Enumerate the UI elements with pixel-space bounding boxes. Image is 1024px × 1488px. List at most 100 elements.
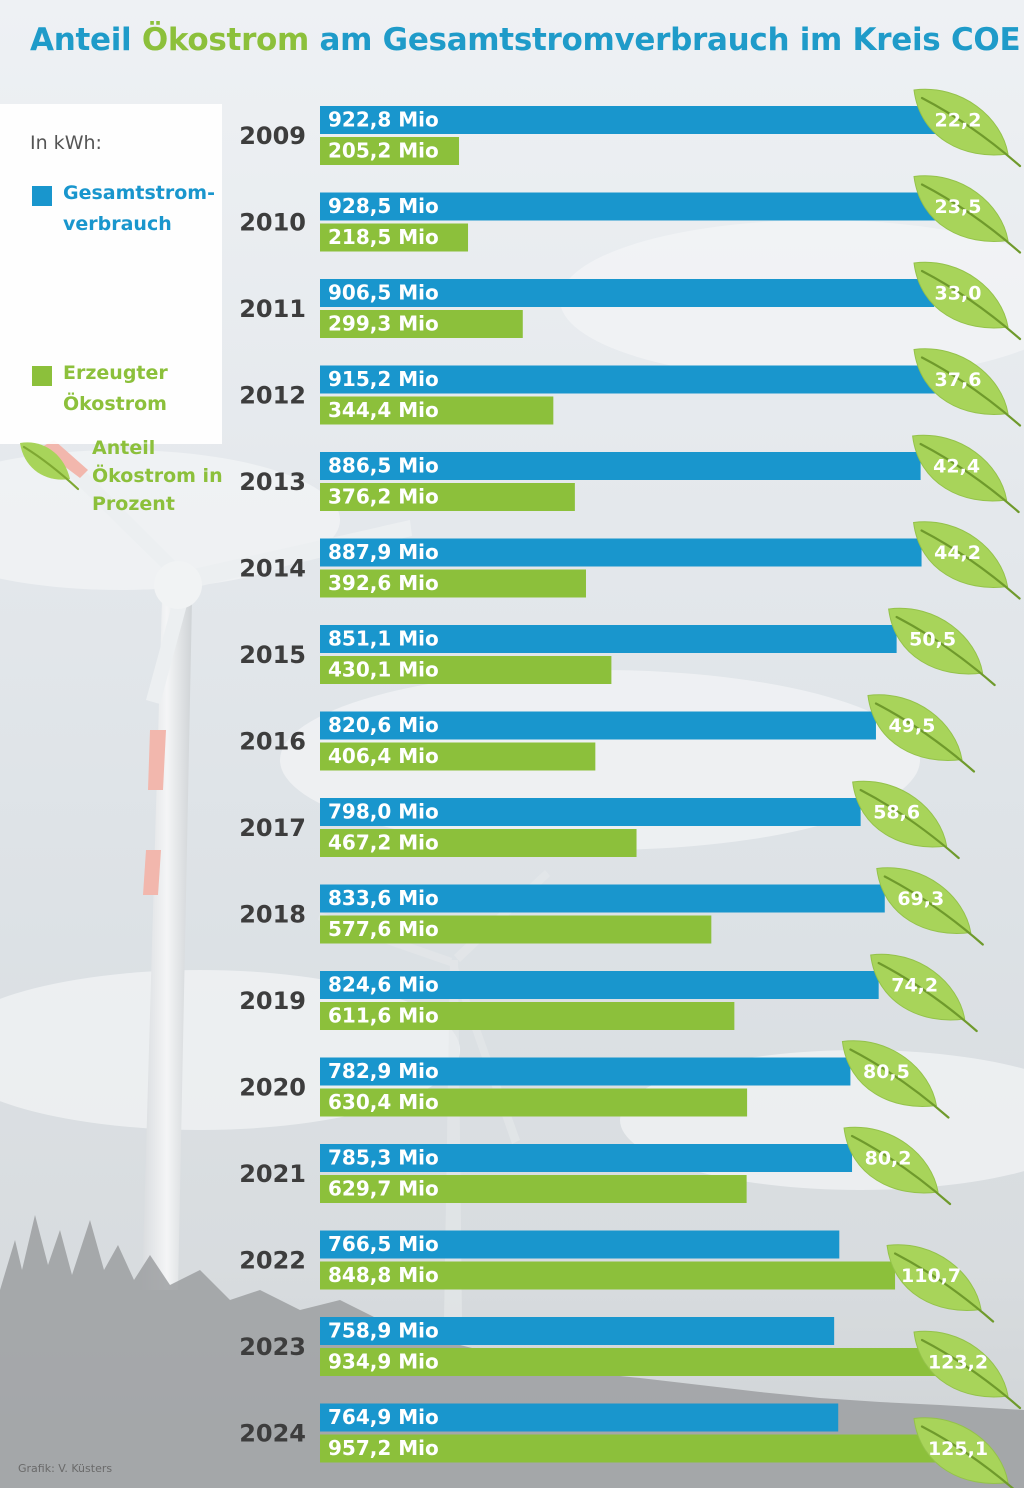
percent-label: 22,2 xyxy=(935,110,982,132)
bar-green xyxy=(320,310,523,338)
value-label-total: 766,5 Mio xyxy=(328,1232,439,1256)
leaf-icon xyxy=(20,442,80,491)
year-label: 2024 xyxy=(239,1420,306,1448)
leaf-stem xyxy=(920,183,1022,254)
bar-total xyxy=(320,279,935,307)
value-label-total: 851,1 Mio xyxy=(328,627,439,651)
percent-label: 110,7 xyxy=(901,1265,961,1287)
year-label: 2018 xyxy=(239,901,306,929)
year-label: 2017 xyxy=(239,814,306,842)
legend-label-share: Anteil Ökostrom in Prozent xyxy=(92,437,223,515)
value-label-total: 782,9 Mio xyxy=(328,1059,439,1083)
bar-total xyxy=(320,1144,853,1172)
title-part-1: Anteil xyxy=(30,22,142,58)
legend-swatch-total xyxy=(32,186,52,206)
percent-label: 123,2 xyxy=(928,1352,988,1374)
graphic-credit: Grafik: V. Küsters xyxy=(18,1462,113,1475)
percent-label: 80,2 xyxy=(865,1148,912,1170)
value-label-green: 629,7 Mio xyxy=(328,1177,439,1201)
percent-label: 80,5 xyxy=(863,1061,910,1083)
value-label-green: 630,4 Mio xyxy=(328,1090,439,1114)
leaf-stem xyxy=(920,96,1022,168)
bar-total xyxy=(320,452,921,480)
chart-title: Anteil Ökostrom am Gesamtstromverbrauch … xyxy=(30,22,1021,58)
year-label: 2022 xyxy=(239,1247,306,1275)
value-label-total: 824,6 Mio xyxy=(328,973,439,997)
bar-total xyxy=(320,971,879,999)
value-label-green: 467,2 Mio xyxy=(328,831,439,855)
percent-label: 49,5 xyxy=(889,715,936,737)
value-label-total: 820,6 Mio xyxy=(328,713,439,737)
title-part-2: Ökostrom xyxy=(141,22,310,58)
leaf-stem xyxy=(920,356,1022,427)
bar-green xyxy=(320,829,637,857)
leaf-stem xyxy=(883,875,984,946)
bar-total xyxy=(320,106,946,134)
value-label-green: 848,8 Mio xyxy=(328,1263,439,1287)
bar-green xyxy=(320,742,596,771)
percent-label: 125,1 xyxy=(928,1438,988,1460)
year-label: 2009 xyxy=(239,122,306,150)
percent-label: 50,5 xyxy=(909,629,956,651)
bar-green xyxy=(320,1175,747,1203)
legend-label-green: Erzeugter Ökostrom xyxy=(63,362,168,415)
year-label: 2016 xyxy=(239,728,306,756)
wind-turbine-icon xyxy=(40,440,412,1290)
bar-total xyxy=(320,538,922,567)
leaf-stem xyxy=(920,269,1022,341)
leaf-stem xyxy=(859,788,960,860)
bar-green xyxy=(320,1434,969,1463)
year-label: 2015 xyxy=(239,641,306,669)
bar-green xyxy=(320,569,586,598)
legend-label-total: Gesamtstrom-verbrauch xyxy=(63,182,215,235)
bar-green xyxy=(320,223,469,252)
bar-green xyxy=(320,396,554,425)
year-label: 2010 xyxy=(239,209,306,237)
percent-label: 69,3 xyxy=(897,888,944,910)
value-label-total: 758,9 Mio xyxy=(328,1319,439,1343)
value-label-total: 798,0 Mio xyxy=(328,800,439,824)
leaf-stem xyxy=(850,1134,952,1206)
value-label-total: 915,2 Mio xyxy=(328,367,439,391)
year-label: 2023 xyxy=(239,1333,306,1361)
leaf-stem xyxy=(877,961,978,1033)
leaf-stem xyxy=(893,1252,995,1323)
percent-label: 58,6 xyxy=(873,802,920,824)
bar-green xyxy=(320,656,612,684)
bar-green xyxy=(320,1002,735,1030)
legend-unit: In kWh: xyxy=(30,132,102,154)
bar-green xyxy=(320,1088,748,1117)
year-label: 2012 xyxy=(239,382,306,410)
leaf-stem xyxy=(920,1338,1022,1410)
leaf-stem xyxy=(849,1048,950,1119)
bar-total xyxy=(320,1230,840,1259)
bar-green xyxy=(320,1261,896,1290)
bar-total xyxy=(320,1057,851,1086)
value-label-total: 928,5 Mio xyxy=(328,194,439,218)
value-label-green: 299,3 Mio xyxy=(328,312,439,336)
value-label-green: 957,2 Mio xyxy=(328,1436,439,1460)
leaf-stem xyxy=(874,702,976,773)
leaf-stem xyxy=(895,615,996,687)
value-label-green: 376,2 Mio xyxy=(328,485,439,509)
percent-label: 74,2 xyxy=(891,975,938,997)
value-label-total: 764,9 Mio xyxy=(328,1405,439,1429)
year-label: 2020 xyxy=(239,1074,306,1102)
percent-label: 23,5 xyxy=(935,196,982,218)
bar-green xyxy=(320,483,575,511)
bar-total xyxy=(320,1403,839,1432)
bar-total xyxy=(320,192,950,221)
value-label-green: 611,6 Mio xyxy=(328,1004,439,1028)
value-label-green: 392,6 Mio xyxy=(328,571,439,595)
bar-green xyxy=(320,915,712,944)
leaf-stem xyxy=(920,1425,1015,1488)
percent-label: 37,6 xyxy=(935,369,982,391)
bar-total xyxy=(320,625,897,653)
year-label: 2011 xyxy=(239,295,306,323)
value-label-total: 922,8 Mio xyxy=(328,108,439,132)
value-label-green: 205,2 Mio xyxy=(328,139,439,163)
value-label-green: 430,1 Mio xyxy=(328,658,439,682)
legend: In kWh: Gesamtstrom-verbrauch Erzeugter … xyxy=(0,104,223,515)
year-label: 2014 xyxy=(239,555,306,583)
